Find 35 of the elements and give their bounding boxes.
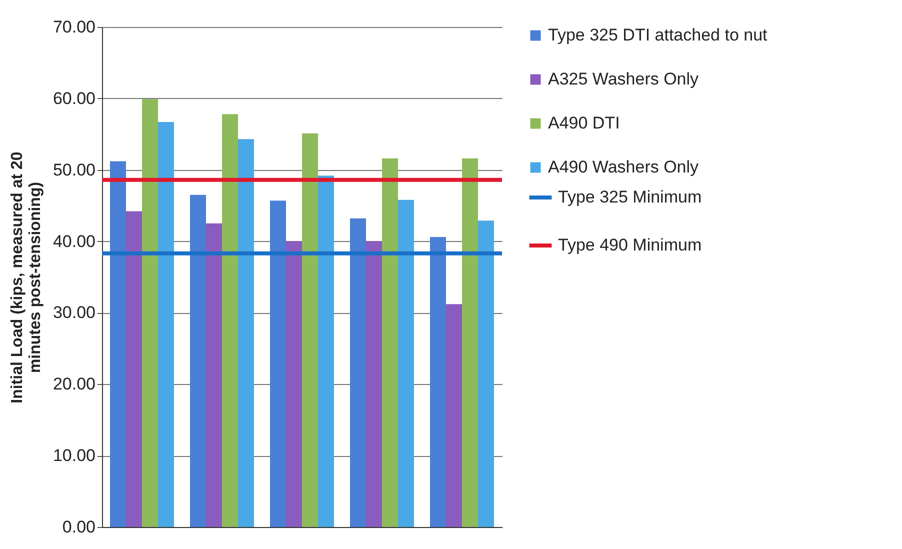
bar [222,114,238,527]
bar [478,220,494,527]
bar [142,99,158,527]
bar [206,223,222,527]
bar [462,158,478,527]
legend-label: A490 Washers Only [548,158,700,176]
y-tick-label: 10.00 [52,446,96,466]
legend-label: Type 490 Minimum [558,236,702,254]
y-tick-label: 50.00 [52,160,96,180]
bar [302,133,318,527]
legend-label: A325 Washers Only [548,70,700,88]
bar [286,241,302,527]
bar [158,122,174,527]
y-tick-label: 20.00 [52,374,96,394]
bar [238,139,254,527]
bar [110,161,126,527]
y-axis-title: Initial Load (kips, measured at 20 minutes post-tensioning) [8,152,44,404]
bar [190,194,206,527]
y-tick-label: 40.00 [52,232,96,251]
bar [430,237,446,527]
bar [366,241,382,527]
bar [318,176,334,527]
legend-label: A490 DTI [548,114,620,132]
y-tick-label: 70.00 [52,18,96,36]
bar [350,218,366,527]
y-tick-label: 30.00 [52,303,96,322]
legend-label: Type 325 Minimum [558,188,702,206]
bar [398,200,414,527]
legend-label: Type 325 DTI attached to nut [548,26,768,44]
bar [382,158,398,527]
bar [446,304,462,527]
bar [270,200,286,527]
y-tick-label: 60.00 [52,88,96,108]
bar [126,211,142,527]
y-tick-label: 0.00 [62,518,96,536]
